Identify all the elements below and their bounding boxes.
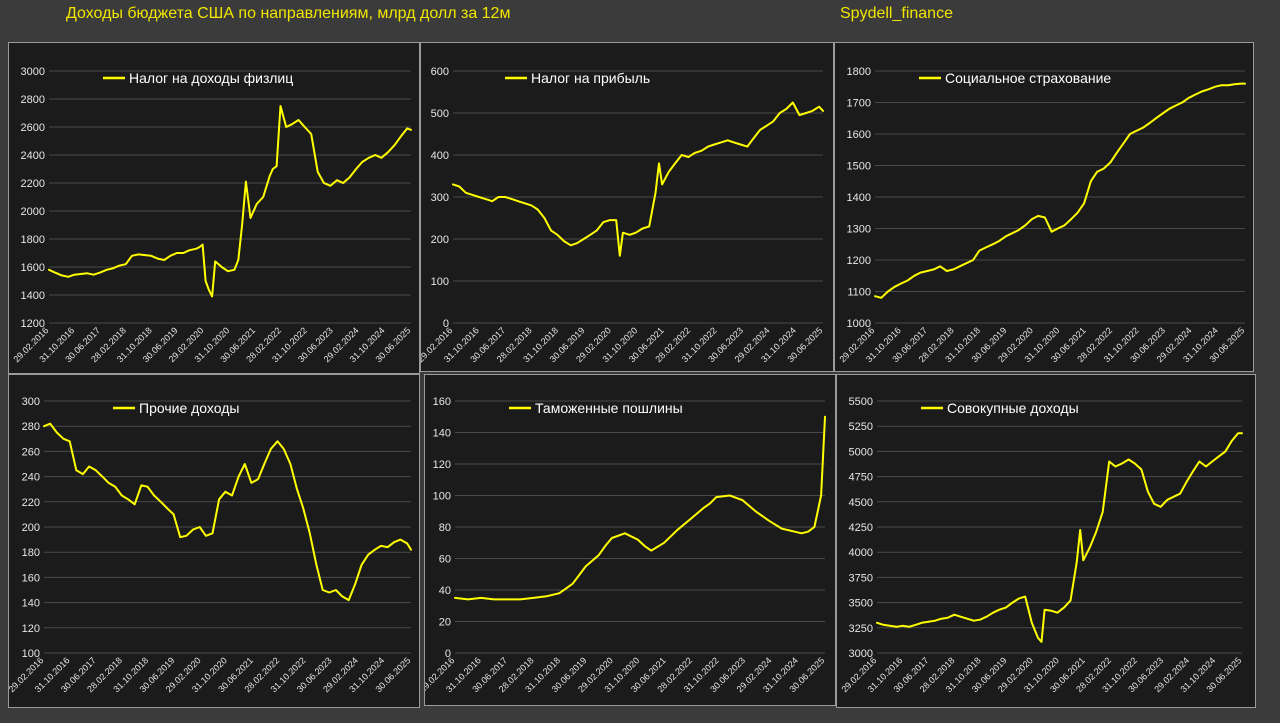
y-tick-label: 1400: [847, 192, 871, 204]
y-tick-label: 300: [22, 396, 40, 408]
y-tick-label: 20: [439, 617, 451, 629]
y-tick-label: 100: [433, 491, 451, 503]
y-tick-label: 4750: [849, 472, 873, 484]
y-tick-label: 2600: [21, 122, 45, 134]
brand-label: Spydell_finance: [840, 5, 953, 22]
page-title: Доходы бюджета США по направлениям, млрд…: [66, 5, 511, 22]
chart-panel-1: 3000 2800 2600 2400 2200 2000 1800 1600 1400 1200…: [8, 42, 420, 374]
legend-label: Налог на прибыль: [531, 70, 650, 86]
y-tick-label: 5500: [849, 396, 873, 408]
y-tick-label: 1700: [847, 98, 871, 110]
y-tick-label: 1600: [21, 262, 45, 274]
y-tick-label: 2800: [21, 94, 45, 106]
legend-label: Совокупные доходы: [947, 400, 1079, 416]
y-tick-label: 160: [22, 572, 40, 584]
y-tick-label: 100: [431, 276, 449, 288]
series-line: [876, 432, 1243, 643]
y-tick-label: 4000: [849, 547, 873, 559]
y-tick-label: 1800: [21, 234, 45, 246]
series-line: [454, 415, 826, 601]
y-tick-label: 3500: [849, 598, 873, 610]
y-tick-label: 2400: [21, 150, 45, 162]
y-tick-label: 3000: [21, 66, 45, 78]
legend-label: Социальное страхование: [945, 70, 1111, 86]
chart-svg: 18001700160015001400130012001100100029.0…: [837, 66, 1246, 364]
y-tick-label: 140: [433, 428, 451, 440]
series-line: [48, 105, 412, 298]
chart-panel-3: 1800 1700 1600 1500 1400 1300 1200 1100 1000 29.0…: [834, 42, 1254, 372]
y-tick-label: 0: [443, 318, 449, 330]
y-tick-label: 180: [22, 547, 40, 559]
chart-svg: 3000 2800 2600 2400 2200 2000 1800 1600 1400 1200…: [11, 66, 412, 364]
y-tick-label: 1600: [847, 129, 871, 141]
y-tick-label: 140: [22, 598, 40, 610]
y-tick-label: 240: [22, 472, 40, 484]
y-tick-label: 0: [445, 648, 451, 660]
y-tick-label: 1000: [847, 318, 871, 330]
y-tick-label: 1100: [847, 287, 871, 299]
chart-panel-5: 160 140 120 100 80 60 40 20 0 29.02.2016 31.10.201…: [424, 374, 836, 706]
y-tick-label: 220: [22, 497, 40, 509]
y-tick-label: 120: [433, 459, 451, 471]
y-tick-label: 40: [439, 585, 451, 597]
y-tick-label: 3750: [849, 572, 873, 584]
series-line: [43, 422, 412, 602]
legend-label: Прочие доходы: [139, 400, 239, 416]
y-tick-label: 1400: [21, 290, 45, 302]
y-tick-label: 3000: [849, 648, 873, 660]
y-tick-label: 60: [439, 554, 451, 566]
y-tick-label: 200: [22, 522, 40, 534]
y-tick-label: 2200: [21, 178, 45, 190]
chart-svg: 30028026024022020018016014012010029.02.2…: [9, 396, 412, 694]
y-tick-label: 5250: [849, 421, 873, 433]
y-tick-label: 600: [431, 66, 449, 78]
y-tick-label: 300: [431, 192, 449, 204]
y-tick-label: 4250: [849, 522, 873, 534]
y-tick-label: 1200: [21, 318, 45, 330]
y-tick-label: 80: [439, 522, 451, 534]
chart-svg: 16014012010080604020029.02.201631.10.201…: [425, 396, 826, 694]
y-tick-label: 5000: [849, 446, 873, 458]
y-tick-label: 200: [431, 234, 449, 246]
legend-label: Налог на доходы физлиц: [129, 70, 293, 86]
y-tick-label: 1300: [847, 224, 871, 236]
y-tick-label: 260: [22, 446, 40, 458]
series-line: [874, 82, 1246, 299]
y-tick-label: 100: [22, 648, 40, 660]
chart-svg: 600500400300200100029.02.201631.10.20163…: [421, 66, 824, 364]
legend-label: Таможенные пошлины: [535, 400, 683, 416]
y-tick-label: 1200: [847, 255, 871, 267]
y-tick-label: 400: [431, 150, 449, 162]
y-tick-label: 4500: [849, 497, 873, 509]
chart-panel-4: 300 280 260 240 220 200 180 160 140 120 100 29.02.2…: [8, 374, 420, 708]
y-tick-label: 280: [22, 421, 40, 433]
y-tick-label: 2000: [21, 206, 45, 218]
chart-svg: 5500 5250 5000 4750 4500 4250 4000 3750 3500 3250…: [839, 396, 1243, 694]
y-tick-label: 1800: [847, 66, 871, 78]
y-tick-label: 1500: [847, 161, 871, 173]
y-tick-label: 160: [433, 396, 451, 408]
chart-panel-2: 600 500 400 300 200 100 0 29.02.2016 31.10.2016 3…: [420, 42, 834, 372]
chart-panel-6: 5500 5250 5000 4750 4500 4250 4000 3750 3500 3250…: [836, 374, 1256, 708]
series-line: [452, 101, 824, 257]
y-tick-label: 500: [431, 108, 449, 120]
y-tick-label: 120: [22, 623, 40, 635]
y-tick-label: 3250: [849, 623, 873, 635]
